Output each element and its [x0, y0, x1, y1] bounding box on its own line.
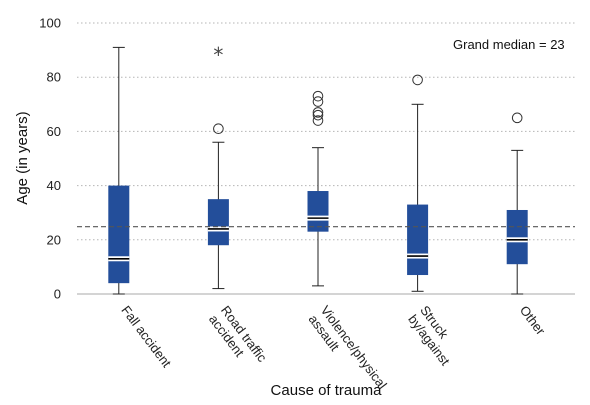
y-tick-label: 80 [47, 70, 61, 85]
outlier-point [412, 74, 423, 86]
extreme-point: * [213, 43, 223, 67]
box [407, 204, 429, 276]
outlier-point [511, 112, 523, 124]
outlier-point [312, 109, 324, 121]
y-tick-label: 0 [54, 287, 61, 302]
y-tick-label: 60 [47, 124, 61, 139]
y-axis: 0 20 40 60 80 100 [39, 16, 61, 302]
x-tick-label-line: Fall accident [118, 303, 174, 371]
x-tick-label-line: Other [517, 303, 549, 339]
outlier-point [312, 96, 324, 107]
x-tick-label: Other [517, 303, 549, 339]
x-tick-label: Road trafficaccident [206, 303, 270, 374]
outlier-point [312, 115, 324, 126]
outlier-point [312, 90, 324, 102]
box [207, 199, 229, 246]
box [108, 185, 130, 284]
box-series: * [108, 43, 528, 295]
box [307, 191, 329, 232]
y-axis-title: Age (in years) [14, 111, 31, 204]
y-tick-label: 40 [47, 178, 61, 193]
outlier-point [312, 107, 324, 118]
y-tick-label: 20 [47, 232, 61, 247]
x-tick-label: Struckby/against [405, 303, 465, 369]
gridlines [77, 22, 575, 241]
y-tick-label: 100 [39, 16, 61, 31]
x-axis-title: Cause of trauma [271, 382, 383, 399]
x-tick-label: Fall accident [118, 303, 174, 371]
box [506, 209, 528, 265]
outlier-point [213, 123, 224, 134]
grand-median-annotation: Grand median = 23 [453, 37, 565, 52]
